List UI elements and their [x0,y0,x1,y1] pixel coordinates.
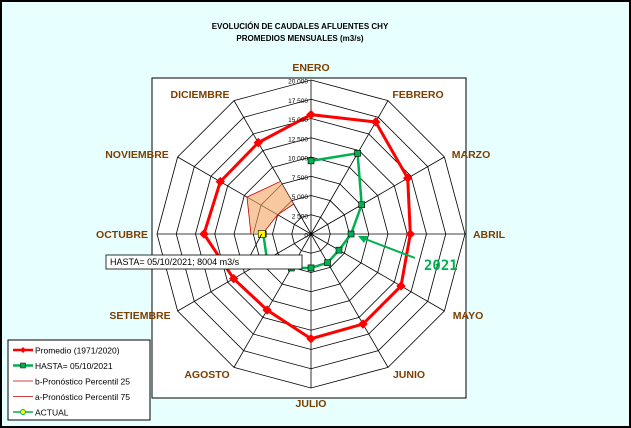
year-label: 2021 [424,258,458,274]
arrow-head [358,236,368,243]
category-label: MARZO [452,149,491,161]
category-label: SETIEMBRE [109,310,170,322]
category-label: MAYO [453,310,484,322]
category-label: ABRIL [473,229,506,241]
r-tick-label: 5 000 [292,194,309,201]
spoke [310,156,445,235]
category-label: DICIEMBRE [171,89,230,101]
marker [358,201,365,209]
series-line [246,180,281,235]
series-line [262,203,294,235]
marker [324,259,331,266]
marker [307,264,315,272]
legend-label: b-Pronóstico Percentil 25 [35,376,130,386]
chart-subtitle: PROMEDIOS MENSUALES (m3/s) [236,34,363,43]
marker [199,229,209,239]
chart-title: EVOLUCIÓN DE CAUDALES AFLUENTES CHY [212,22,389,31]
marker [347,230,355,238]
marker [215,176,226,187]
callout-box [105,254,303,270]
spoke [177,233,312,312]
marker [335,246,343,254]
r-tick-label: 15 000 [288,117,308,124]
marker [358,319,368,329]
legend-label: ACTUAL [35,407,69,417]
marker [405,229,416,239]
percentile-band [246,181,294,234]
category-label: NOVIEMBRE [105,149,169,161]
spoke [177,156,312,235]
r-tick-label: 7 500 [292,175,309,182]
marker [306,334,316,344]
marks [199,109,416,344]
marker [262,305,272,315]
category-label: FEBRERO [392,89,443,101]
category-label: OCTUBRE [96,229,148,241]
marker [354,150,361,157]
r-tick-label: 17 500 [288,98,308,105]
r-tick-label: 10 000 [288,156,308,163]
marker [396,281,406,291]
spoke [310,233,445,312]
marker [307,157,315,165]
category-label: AGOSTO [184,369,229,381]
marker [228,273,239,284]
callout-line [249,233,263,257]
marker [402,173,413,183]
grid [156,79,466,389]
spoke [310,233,389,368]
spoke [233,100,312,235]
marker [306,109,316,120]
r-tick-label: 12 500 [288,136,308,143]
marker [253,137,263,148]
category-label: JULIO [296,398,327,410]
category-label: ENERO [292,62,329,74]
r-tick-label: 2 500 [292,213,309,220]
legend-label: Promedio (1971/2020) [35,345,120,355]
category-label: JUNIO [393,369,425,381]
legend-label: HASTA= 05/10/2021 [35,361,113,371]
r-tick-label: 20 000 [288,79,308,86]
legend-box [7,339,151,421]
marker [370,117,381,127]
legend-marker [20,362,26,369]
r-tick-label: 0 [304,233,308,240]
legend-marker [20,409,26,415]
callout-text: HASTA= 05/10/2021; 8004 m3/s [110,257,240,267]
legend-marker [20,347,26,353]
arrow-line [359,236,416,259]
legend-label: a-Pronóstico Percentil 75 [35,392,130,402]
